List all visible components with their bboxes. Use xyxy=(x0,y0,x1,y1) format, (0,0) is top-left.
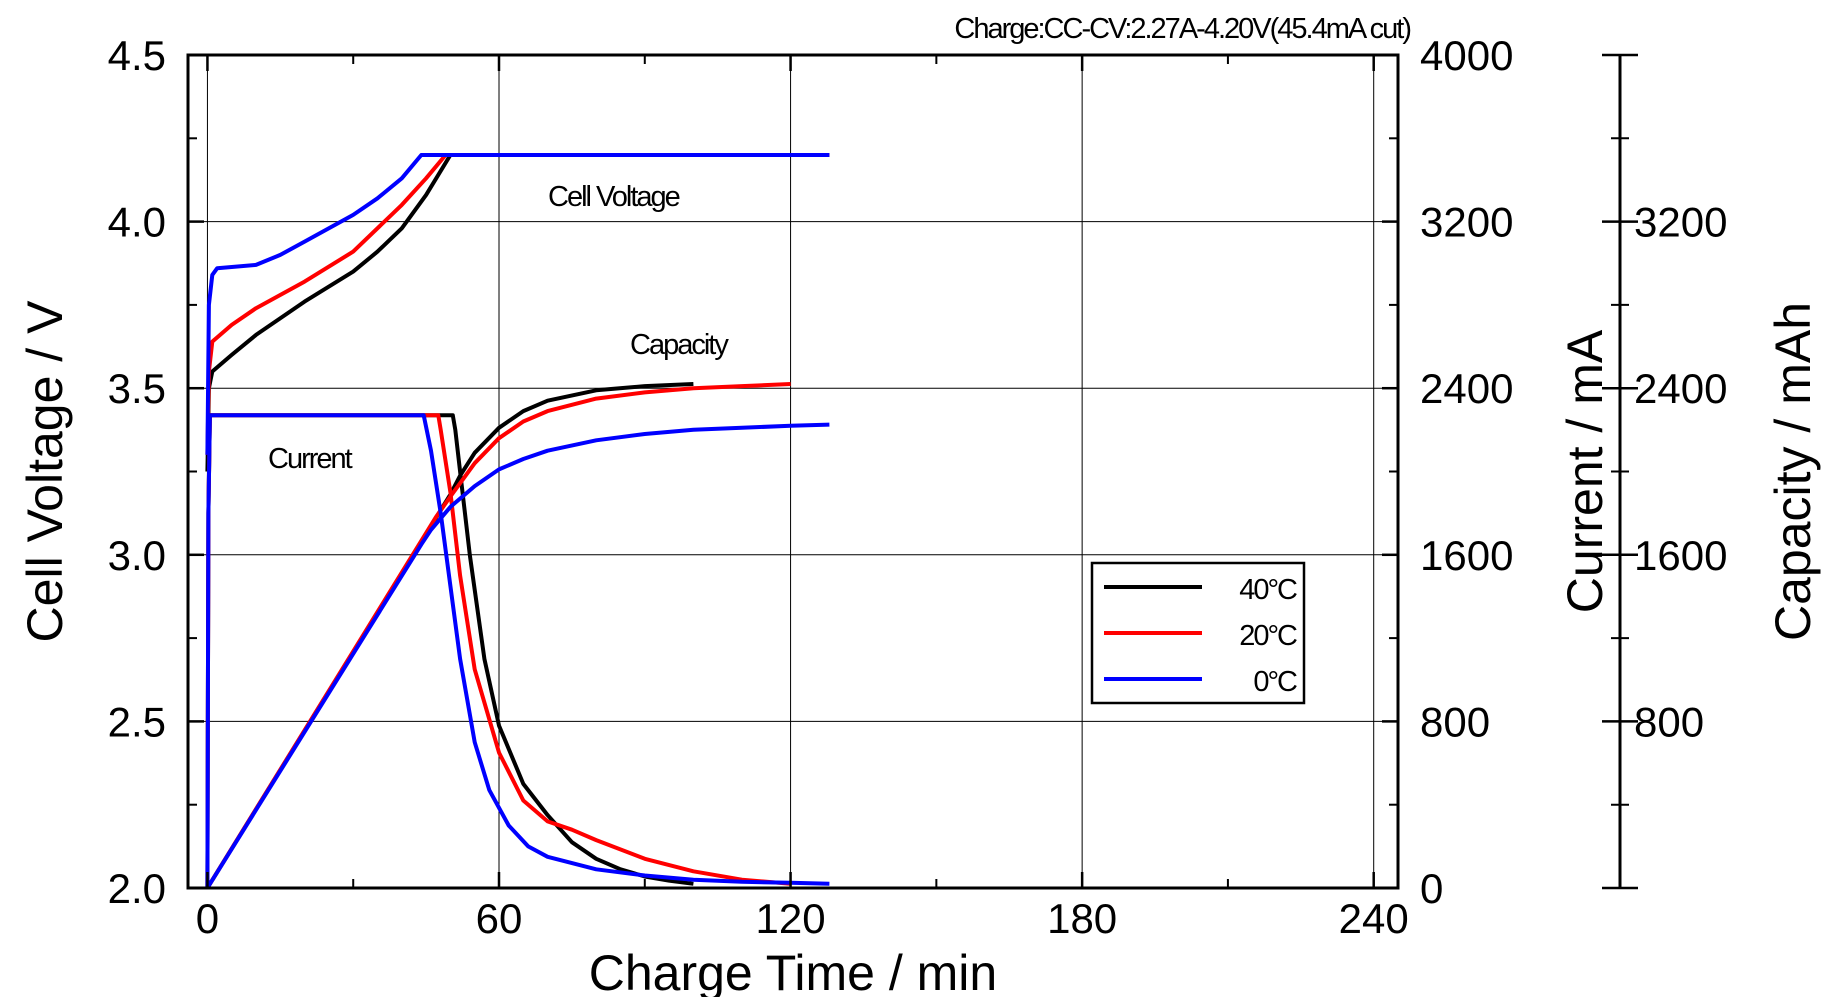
y-left-tick-label: 4.5 xyxy=(108,32,166,79)
legend: 40°C 20°C 0°C xyxy=(1090,561,1306,705)
y-left-tick-label: 3.0 xyxy=(108,532,166,579)
y-left-tick-label: 2.5 xyxy=(108,698,166,745)
x-tick-label: 60 xyxy=(476,895,523,942)
legend-label-0C: 0°C xyxy=(1253,666,1297,698)
y-left-tick-label: 2.0 xyxy=(108,865,166,912)
axis-ticks: 0 60 120 180 240 2.0 2.5 3.0 3.5 4.0 4.5 0 800 1600 24… xyxy=(108,32,1728,942)
plot-frame xyxy=(186,53,1400,890)
chart-title: Charge:CC-CV:2.27A-4.20V(45.4mA cut) xyxy=(954,13,1410,45)
y-axis-current-title: Current / mA xyxy=(1557,329,1613,613)
y-current-tick-label: 4000 xyxy=(1420,32,1513,79)
annotation-cell-voltage: Cell Voltage xyxy=(548,181,680,213)
y-axis-capacity-title: Capacity / mAh xyxy=(1765,302,1821,641)
y-capacity-tick-label: 800 xyxy=(1634,698,1704,745)
annotation-current: Current xyxy=(268,443,353,475)
y-current-tick-label: 2400 xyxy=(1420,365,1513,412)
y-capacity-tick-label: 3200 xyxy=(1634,199,1727,246)
x-axis-title: Charge Time / min xyxy=(589,945,997,997)
voltage-line-40C xyxy=(205,153,830,472)
grid-lines xyxy=(188,55,1398,888)
current-line-0C xyxy=(205,413,830,889)
x-tick-label: 120 xyxy=(756,895,826,942)
y-capacity-tick-label: 1600 xyxy=(1634,532,1727,579)
y-axis-left-title: Cell Voltage / V xyxy=(17,300,73,643)
x-tick-label: 0 xyxy=(196,895,219,942)
capacity-line-40C xyxy=(205,382,694,890)
y-current-tick-label: 1600 xyxy=(1420,532,1513,579)
voltage-line-0C xyxy=(205,153,830,455)
y-current-tick-label: 3200 xyxy=(1420,199,1513,246)
y-left-tick-label: 4.0 xyxy=(108,199,166,246)
x-tick-label: 180 xyxy=(1047,895,1117,942)
capacity-line-0C xyxy=(205,422,830,890)
capacity-line-20C xyxy=(205,382,791,890)
legend-label-20C: 20°C xyxy=(1239,620,1297,652)
y-current-tick-label: 0 xyxy=(1420,865,1443,912)
annotation-capacity: Capacity xyxy=(630,329,729,361)
y-current-tick-label: 800 xyxy=(1420,698,1490,745)
y-left-tick-label: 3.5 xyxy=(108,365,166,412)
legend-label-40C: 40°C xyxy=(1239,574,1297,606)
series-curves xyxy=(205,153,830,890)
y-capacity-tick-label: 2400 xyxy=(1634,365,1727,412)
x-tick-label: 240 xyxy=(1339,895,1409,942)
voltage-line-20C xyxy=(205,153,830,455)
